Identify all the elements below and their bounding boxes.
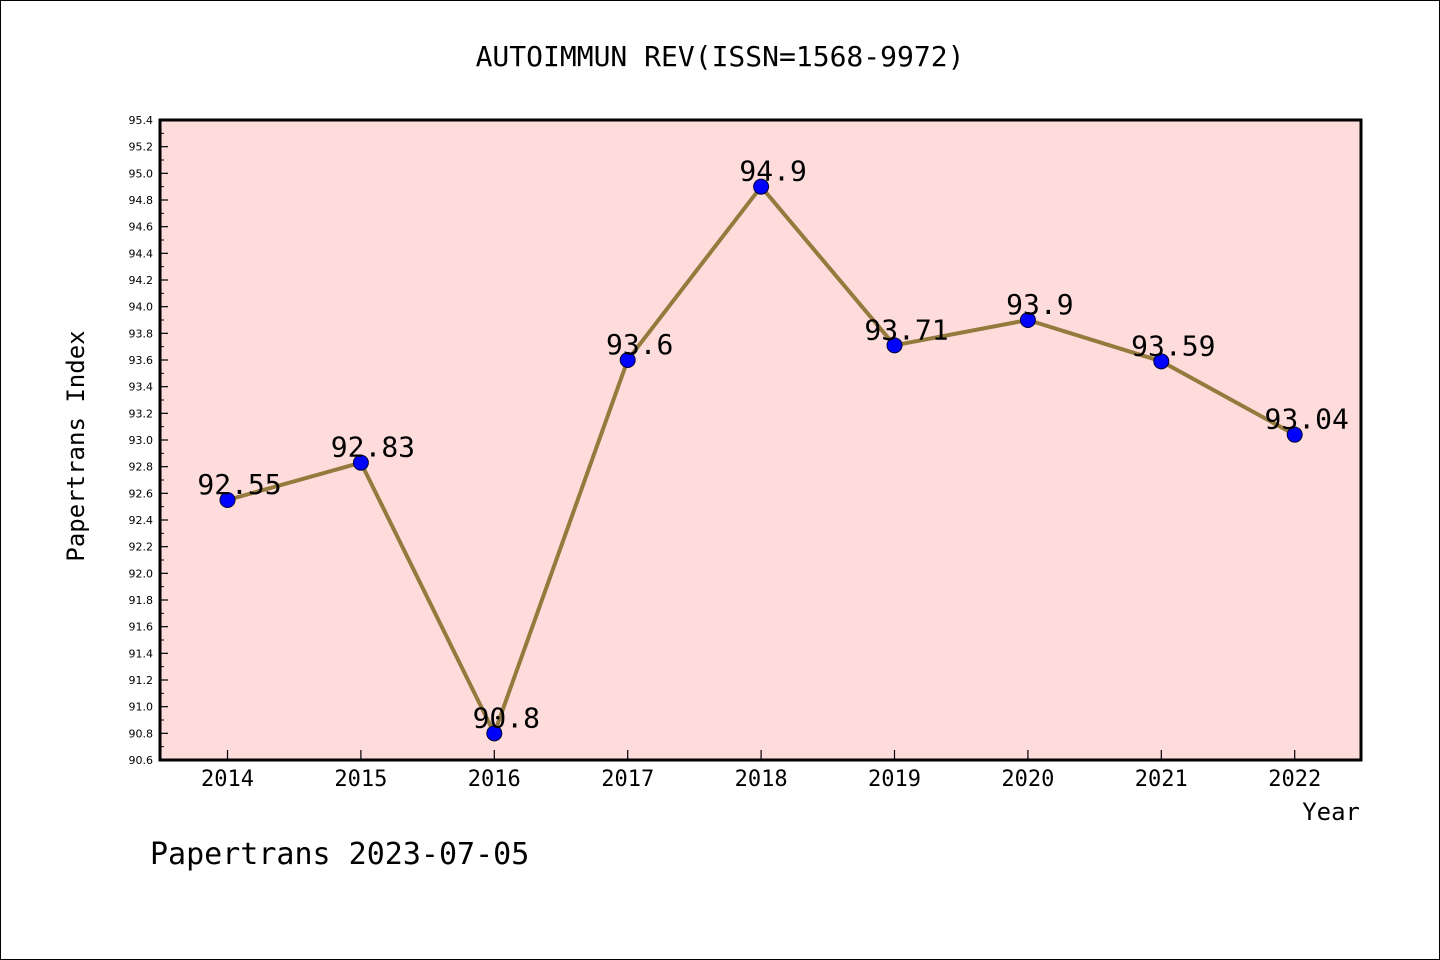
plot-area xyxy=(158,118,1363,762)
data-label: 93.71 xyxy=(864,313,948,346)
y-tick-label: 91.2 xyxy=(129,674,154,687)
y-tick-label: 95.2 xyxy=(129,141,154,154)
data-point xyxy=(1286,426,1303,443)
series xyxy=(219,178,1303,742)
y-tick-label: 93.0 xyxy=(129,434,154,447)
y-tick-label: 95.0 xyxy=(129,167,154,180)
data-labels: 92.55 92.83 90.8 93.6 94.9 93.71 93.9 93.59 93.0… xyxy=(197,155,1348,735)
y-tick-label: 91.4 xyxy=(129,647,154,660)
y-tick-label: 92.6 xyxy=(129,487,154,500)
x-tick-label: 2018 xyxy=(735,767,788,792)
data-point xyxy=(1153,353,1170,370)
y-tick-label: 91.0 xyxy=(129,701,154,714)
y-tick-label: 93.6 xyxy=(129,354,154,367)
watermark: Papertrans 2023-07-05 xyxy=(150,837,529,872)
x-tick-label: 2022 xyxy=(1268,767,1321,792)
x-tick-label: 2020 xyxy=(1001,767,1054,792)
x-axis-label: Year xyxy=(1302,798,1360,826)
data-label: 93.6 xyxy=(606,328,673,361)
y-axis-label: Papertrans Index xyxy=(62,330,90,561)
y-tick-label: 95.4 xyxy=(129,114,154,127)
y-tick-label: 92.8 xyxy=(129,461,154,474)
data-label: 94.9 xyxy=(739,155,806,188)
data-label: 92.83 xyxy=(331,431,415,464)
x-tick-label: 2016 xyxy=(468,767,521,792)
y-tick-label: 91.6 xyxy=(129,621,154,634)
data-label: 92.55 xyxy=(197,468,281,501)
data-label: 93.04 xyxy=(1265,403,1349,436)
y-tick-label: 94.2 xyxy=(129,274,154,287)
y-tick-label: 90.8 xyxy=(129,727,154,740)
data-point xyxy=(486,725,503,742)
data-point xyxy=(886,337,903,354)
y-tick-label: 92.2 xyxy=(129,541,154,554)
y-tick-label: 93.8 xyxy=(129,327,154,340)
x-tick-label: 2021 xyxy=(1135,767,1188,792)
data-label: 90.8 xyxy=(473,701,540,734)
y-tick-label: 91.8 xyxy=(129,594,154,607)
data-point xyxy=(753,178,770,195)
x-axis: 2014 2015 2016 2017 2018 2019 2020 2021 2022 xyxy=(201,750,1321,792)
x-tick-label: 2014 xyxy=(201,767,254,792)
chart-title: AUTOIMMUN REV(ISSN=1568-9972) xyxy=(476,40,965,73)
data-point xyxy=(619,352,636,368)
data-label: 93.59 xyxy=(1131,329,1215,362)
data-label: 93.9 xyxy=(1006,288,1073,321)
y-tick-label: 94.8 xyxy=(129,194,154,207)
data-point xyxy=(1019,312,1036,328)
y-tick-label: 90.6 xyxy=(129,754,154,767)
y-tick-label: 92.4 xyxy=(129,514,154,527)
y-tick-label: 94.4 xyxy=(129,247,154,260)
x-tick-label: 2015 xyxy=(334,767,387,792)
y-tick-label: 93.2 xyxy=(129,407,154,420)
y-tick-label: 92.0 xyxy=(129,567,154,580)
x-tick-label: 2017 xyxy=(601,767,654,792)
y-tick-label: 94.6 xyxy=(129,221,154,234)
y-tick-label: 94.0 xyxy=(129,301,154,314)
x-tick-label: 2019 xyxy=(868,767,921,792)
y-tick-label: 93.4 xyxy=(129,381,154,394)
data-point xyxy=(352,454,369,471)
data-point xyxy=(219,492,236,508)
y-axis: 90.6 90.8 91.0 91.2 91.4 91.6 91.8 92.0 92.2 92.4… xyxy=(129,114,168,767)
